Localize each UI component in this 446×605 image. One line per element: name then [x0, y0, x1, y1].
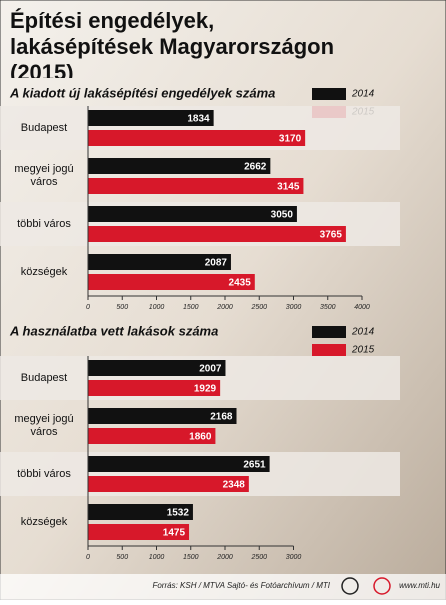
bar	[88, 360, 226, 376]
x-tick-label: 2500	[250, 304, 267, 311]
footer-bg	[0, 574, 446, 600]
legend-label: 2015	[351, 345, 375, 356]
category-label: többi város	[17, 217, 71, 230]
title-box: Építési engedélyek, lakásépítések Magyar…	[10, 8, 335, 78]
logo	[373, 577, 391, 595]
x-tick-label: 1000	[149, 304, 165, 311]
chart-title: A kiadott új lakásépítési engedélyek szá…	[9, 85, 275, 100]
legend-swatch	[312, 326, 346, 338]
bar	[88, 178, 304, 194]
bar	[88, 524, 190, 540]
website: www.mti.hu	[399, 581, 440, 590]
category-box: többi város	[17, 467, 71, 480]
category-box: községek	[20, 265, 68, 278]
bar	[88, 254, 231, 270]
bar	[88, 130, 306, 146]
x-tick-label: 2000	[216, 304, 233, 311]
bar	[88, 380, 221, 396]
value-label: 1834	[187, 114, 210, 125]
value-label: 2168	[210, 412, 233, 423]
x-tick-label: 500	[116, 554, 128, 561]
value-label: 3765	[320, 230, 343, 241]
value-label: 1929	[194, 384, 217, 395]
x-tick-label: 4000	[354, 304, 370, 311]
x-tick-label: 1500	[183, 554, 199, 561]
x-tick-label: 2000	[216, 554, 233, 561]
category-label: Budapest	[20, 121, 68, 134]
bar	[88, 206, 297, 222]
value-label: 1860	[189, 432, 212, 443]
value-label: 3170	[279, 134, 302, 145]
category-box: községek	[20, 515, 68, 528]
value-label: 1532	[167, 508, 190, 519]
legend-swatch	[312, 88, 346, 100]
x-tick-label: 1000	[149, 554, 165, 561]
value-label: 3050	[271, 210, 294, 221]
chart-title: A használatba vett lakások száma	[9, 323, 218, 338]
category-label: községek	[20, 265, 68, 278]
x-tick-label: 3000	[286, 304, 302, 311]
legend-label: 2014	[351, 327, 375, 338]
x-tick-label: 0	[86, 304, 90, 311]
value-label: 2087	[205, 258, 228, 269]
category-label: többi város	[17, 467, 71, 480]
category-label: megyei jogú város	[14, 163, 74, 188]
value-label: 2651	[243, 460, 266, 471]
bar	[88, 110, 214, 126]
value-label: 2348	[223, 480, 246, 491]
value-label: 2435	[229, 278, 252, 289]
category-box: megyei jogú város	[14, 163, 74, 188]
category-label: Budapest	[20, 371, 68, 384]
x-tick-label: 2500	[250, 554, 267, 561]
bar	[88, 226, 346, 242]
bar	[88, 158, 271, 174]
category-label: községek	[20, 515, 68, 528]
category-box: megyei jogú város	[14, 413, 74, 438]
category-box: többi város	[17, 217, 71, 230]
source: Forrás: KSH / MTVA Sajtó- és Fotóarchívu…	[152, 581, 330, 590]
category-box: Budapest	[20, 121, 68, 134]
bar	[88, 428, 216, 444]
bar	[88, 408, 237, 424]
bar	[88, 456, 270, 472]
value-label: 1475	[163, 528, 186, 539]
bar	[88, 504, 193, 520]
legend-swatch	[312, 344, 346, 356]
bar	[88, 274, 255, 290]
category-box: Budapest	[20, 371, 68, 384]
x-tick-label: 1500	[183, 304, 199, 311]
value-label: 2662	[244, 162, 267, 173]
legend-label: 2014	[351, 89, 375, 100]
value-label: 3145	[277, 182, 300, 193]
x-tick-label: 3000	[286, 554, 302, 561]
logo	[341, 577, 359, 595]
value-label: 2007	[199, 364, 222, 375]
x-tick-label: 3500	[320, 304, 336, 311]
title: Építési engedélyek, lakásépítések Magyar…	[10, 8, 335, 78]
x-tick-label: 0	[86, 554, 90, 561]
x-tick-label: 500	[116, 304, 128, 311]
bar	[88, 476, 249, 492]
category-label: megyei jogú város	[14, 413, 74, 438]
